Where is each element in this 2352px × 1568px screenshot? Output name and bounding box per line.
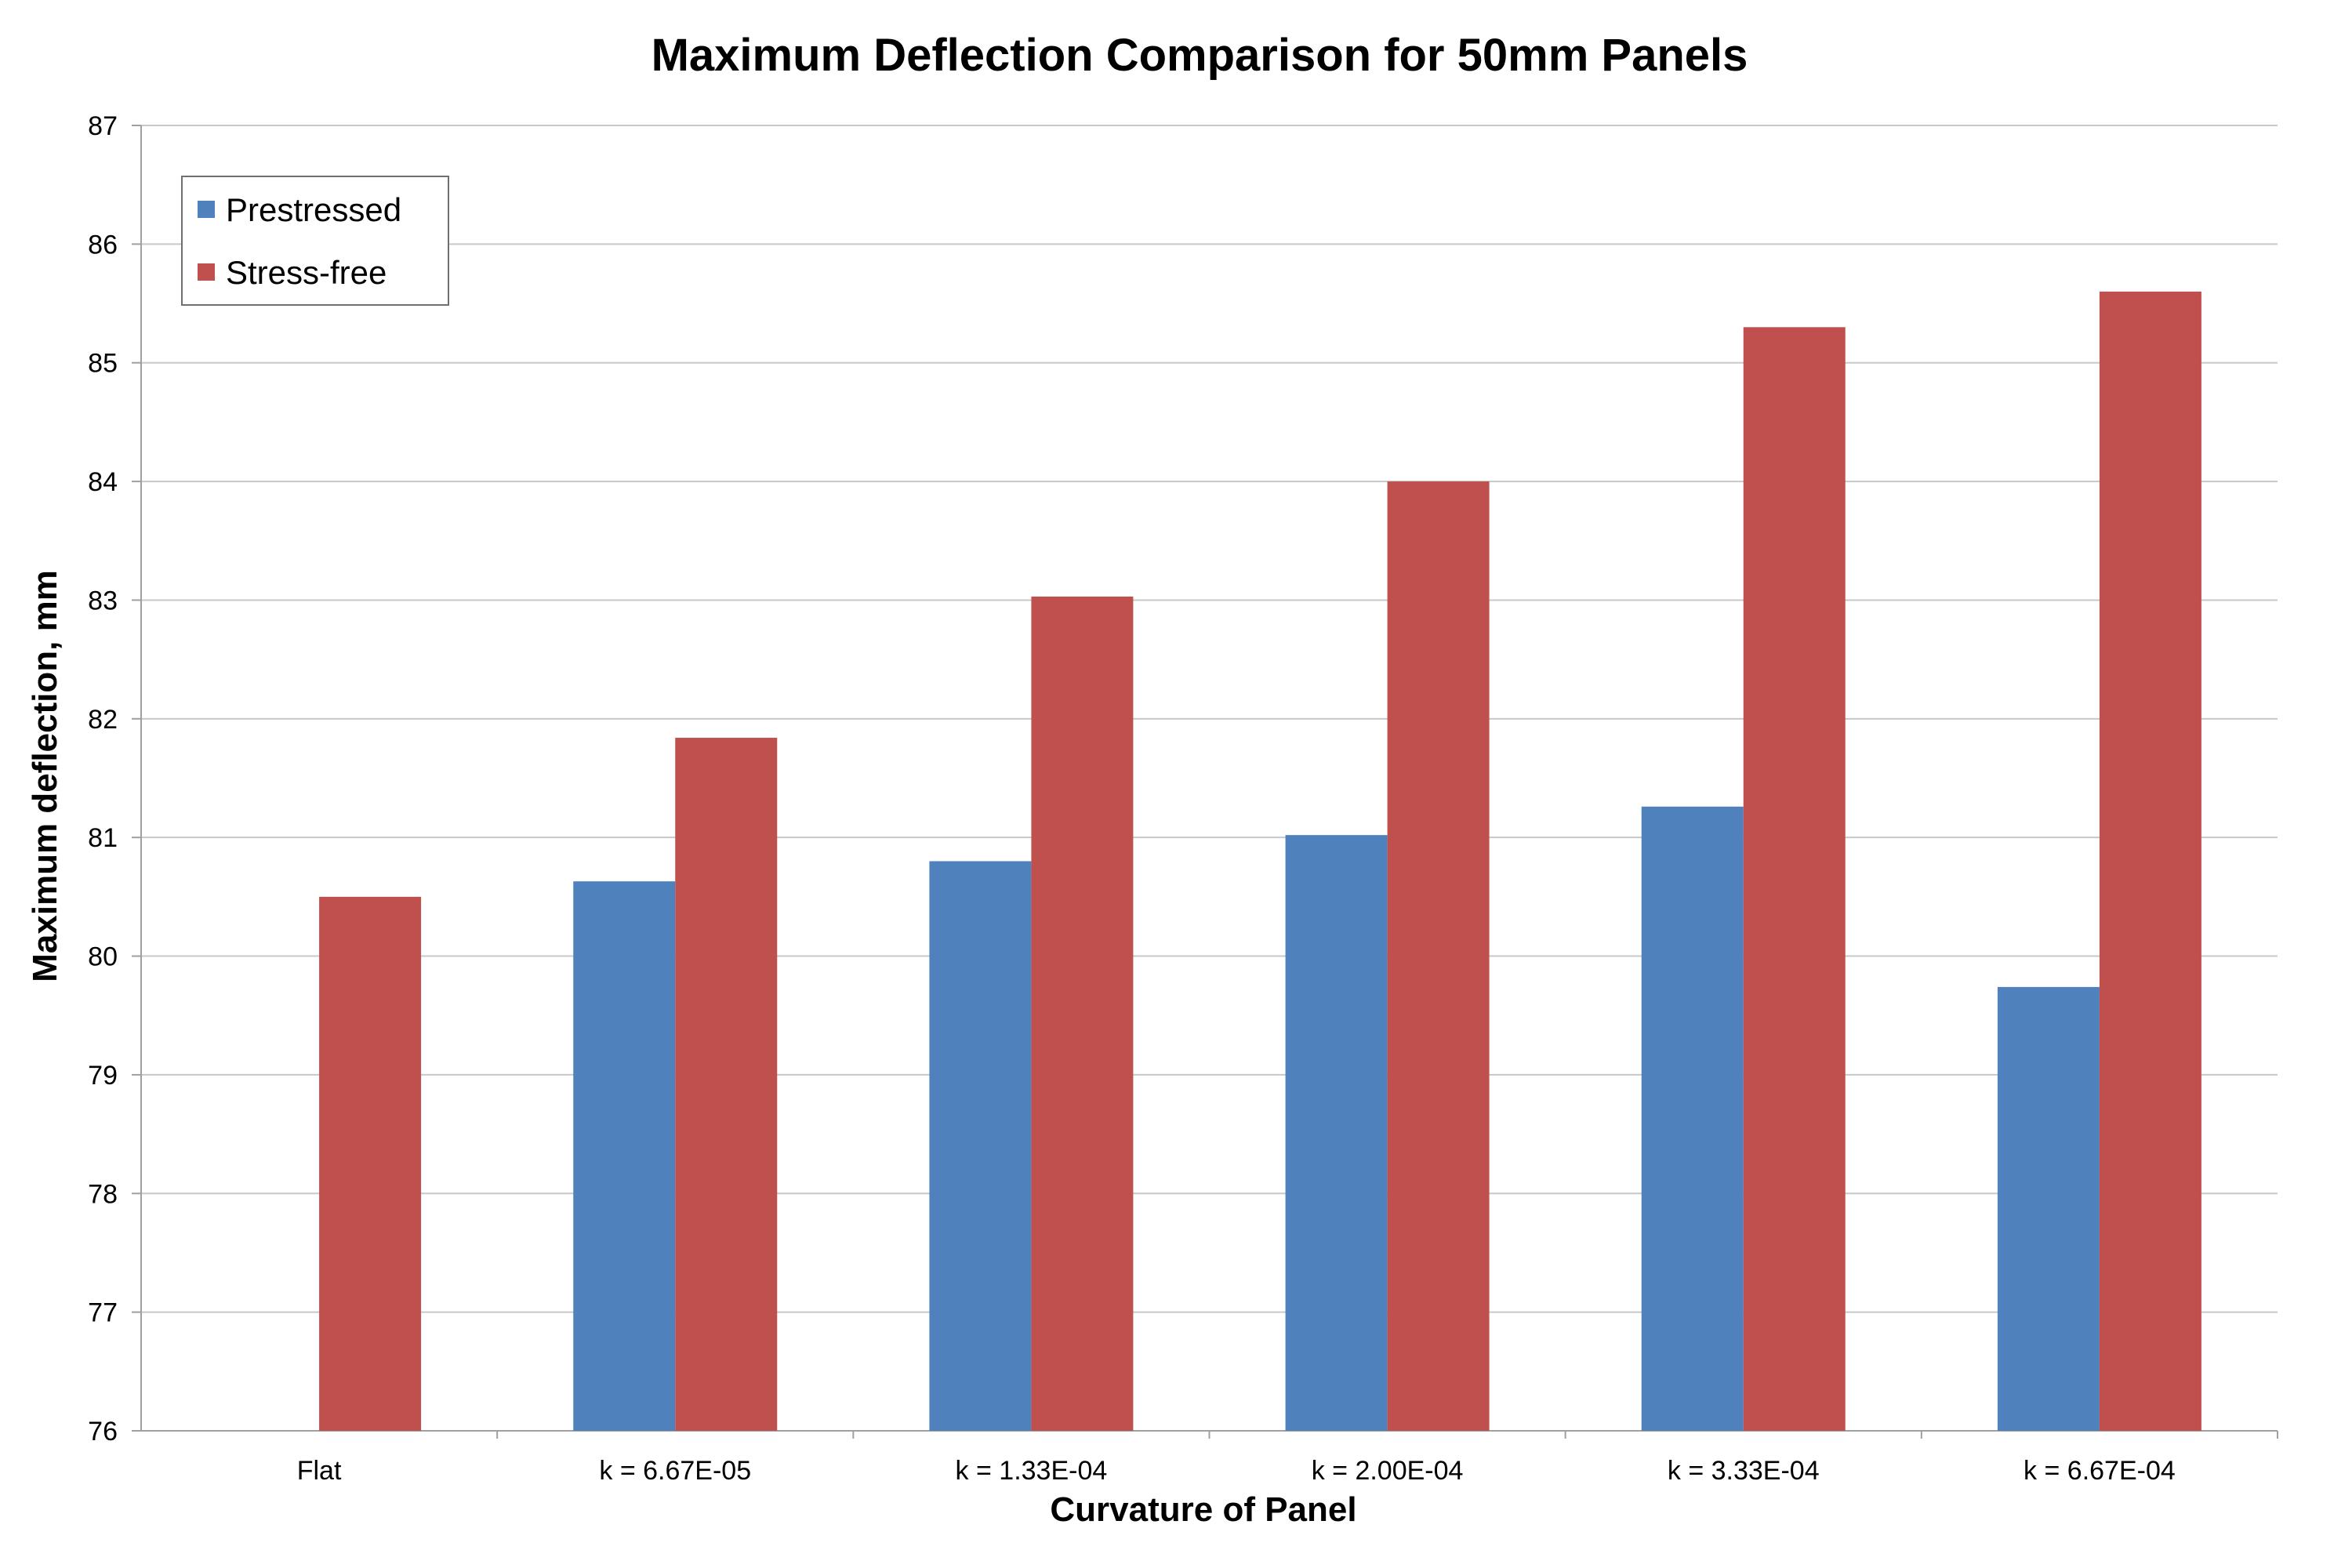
y-tick-label: 79 [88,1061,118,1091]
legend-label-prestressed: Prestressed [226,191,401,228]
y-tick-label: 87 [88,111,118,141]
y-tick-label: 81 [88,823,118,853]
bar-stress-free [675,738,778,1431]
x-tick-label: k = 2.00E-04 [1312,1456,1464,1486]
y-tick-label: 84 [88,467,118,497]
bar-prestressed [1285,835,1388,1431]
y-tick-label: 86 [88,230,118,260]
y-tick-labels: 76 77 78 79 80 81 82 83 84 85 86 87 [88,111,118,1446]
x-tick-labels: Flat k = 6.67E-05 k = 1.33E-04 k = 2.00E-04… [297,1456,2176,1486]
y-tick-label: 77 [88,1298,118,1328]
x-tick-label: k = 6.67E-04 [2024,1456,2176,1486]
y-tick-label: 83 [88,586,118,615]
bar-stress-free [1743,327,1846,1432]
legend-box [181,176,449,306]
x-tick-label: k = 6.67E-05 [599,1456,751,1486]
x-tick-label: k = 3.33E-04 [1668,1456,1820,1486]
x-tick-label: k = 1.33E-04 [956,1456,1108,1486]
bar-stress-free [1031,596,1134,1432]
y-tick-label: 82 [88,705,118,735]
bar-stress-free [319,896,422,1431]
bar-prestressed [929,861,1032,1431]
legend-swatch-stress-free [198,263,215,281]
bar-prestressed [1997,986,2100,1431]
legend: Prestressed Stress-free [181,176,449,306]
y-axis-title: Maximum deflection, mm [26,570,64,982]
chart-title: Maximum Deflection Comparison for 50mm P… [652,30,1748,81]
y-tick-label: 78 [88,1179,118,1209]
legend-swatch-prestressed [198,201,215,218]
x-axis-title: Curvature of Panel [1050,1490,1356,1529]
bar-prestressed [573,881,676,1431]
bar-prestressed [1641,806,1744,1431]
bar-stress-free [2099,291,2201,1432]
bars [319,291,2201,1432]
legend-label-stress-free: Stress-free [226,254,387,291]
y-tick-label: 80 [88,942,118,972]
y-tick-label: 85 [88,349,118,379]
y-tick-label: 76 [88,1417,118,1446]
gridlines [132,125,2278,1439]
x-tick-label: Flat [297,1456,342,1486]
bar-stress-free [1387,481,1490,1432]
